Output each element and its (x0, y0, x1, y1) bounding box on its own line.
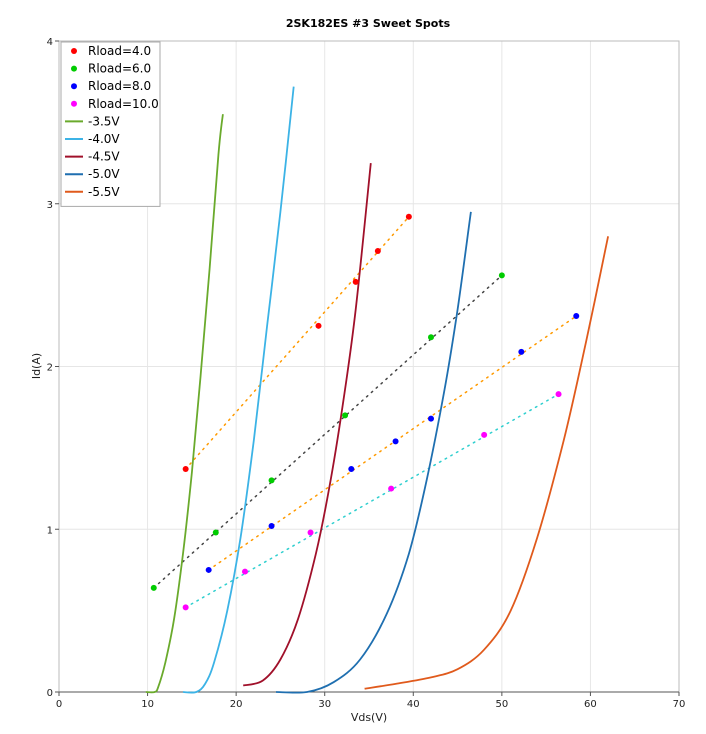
legend-marker (71, 83, 77, 90)
x-tick-label: 10 (141, 699, 154, 710)
vgs-curve-35V (145, 114, 224, 694)
y-tick-label: 1 (47, 525, 53, 536)
legend-marker (71, 100, 77, 107)
load-line (184, 216, 410, 470)
legend-label: -5.5V (88, 185, 120, 199)
legend-marker (71, 65, 77, 72)
sweet-spot-point (182, 604, 189, 611)
legend-label: Rload=8.0 (88, 79, 151, 93)
y-axis-label: Id(A) (30, 353, 43, 379)
sweet-spot-point (428, 415, 434, 422)
y-tick-label: 2 (47, 363, 53, 374)
legend-label: -3.5V (88, 114, 120, 128)
legend-label: Rload=4.0 (88, 44, 151, 58)
sweet-spot-point (348, 466, 355, 473)
sweet-spot-point (555, 391, 562, 398)
legend-label: -4.0V (88, 132, 120, 146)
sweet-spot-point (352, 278, 359, 285)
legend-marker (71, 48, 77, 54)
legend-label: -5.0V (88, 167, 120, 181)
vgs-curve-40V (182, 86, 295, 694)
sweet-spot-point (342, 412, 349, 419)
sweet-spot-point (205, 566, 212, 573)
x-tick-label: 20 (230, 699, 243, 710)
sweet-spot-point (212, 529, 219, 536)
legend: Rload=4.0 Rload=6.0 Rload=8.0 Rload=10.0 -3.… (60, 41, 161, 207)
y-tick-label: 4 (47, 37, 53, 48)
sweet-spot-point (150, 584, 157, 591)
load-line (207, 315, 578, 571)
sweet-spot-point (242, 568, 248, 575)
x-tick-label: 0 (56, 699, 62, 710)
legend-label: Rload=10.0 (88, 97, 159, 111)
vgs-curve-45V (242, 163, 372, 687)
load-line (184, 393, 560, 609)
x-tick-label: 50 (495, 699, 508, 710)
chart-title: 2SK182ES #3 Sweet Spots (286, 17, 451, 30)
vgs-curve-50V (275, 211, 472, 694)
sweet-spot-point (315, 322, 322, 329)
sweet-spot-point (498, 272, 505, 279)
legend-box (60, 41, 161, 207)
sweet-spot-point (374, 247, 381, 254)
x-tick-label: 30 (318, 699, 331, 710)
sweet-spot-point (182, 466, 189, 473)
y-tick-label: 3 (47, 200, 53, 211)
load-line (153, 274, 503, 589)
x-axis-label: Vds(V) (351, 711, 387, 724)
x-tick-label: 70 (673, 699, 686, 710)
x-tick-label: 40 (407, 699, 420, 710)
sweet-spot-point (428, 334, 434, 341)
y-tick-label: 0 (47, 688, 53, 699)
axes: 0 10 20 30 40 50 60 70 0 1 2 3 4 (47, 37, 686, 710)
plot-area (145, 86, 609, 694)
sweet-spot-point (405, 213, 412, 220)
x-tick-label: 60 (584, 699, 597, 710)
sweet-spot-point (481, 431, 488, 438)
sweet-spot-point (573, 313, 580, 320)
sweet-spot-point (268, 477, 275, 484)
sweet-spot-point (392, 438, 399, 445)
vgs-curve-55V (364, 236, 609, 690)
sweet-spot-point (307, 529, 314, 536)
sweet-spot-point (518, 348, 525, 355)
sweet-spot-point (388, 485, 395, 492)
legend-label: Rload=6.0 (88, 62, 151, 76)
legend-label: -4.5V (88, 150, 120, 164)
sweet-spot-point (268, 522, 275, 529)
